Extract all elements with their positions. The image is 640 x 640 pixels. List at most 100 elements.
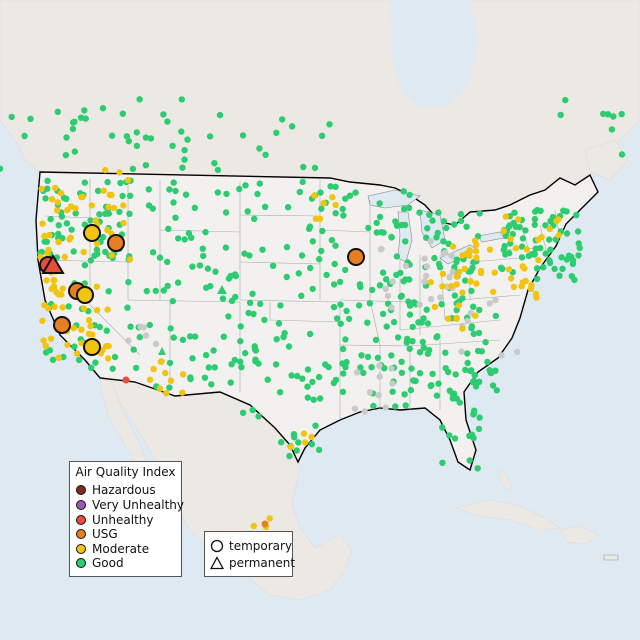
puerto-rico — [603, 554, 619, 561]
monitor-dot — [533, 275, 541, 283]
monitor-dot — [42, 342, 49, 349]
monitor-dot — [427, 295, 435, 303]
monitor-dot — [262, 151, 269, 158]
monitor-dot — [373, 219, 380, 227]
monitor-dot — [525, 252, 533, 259]
monitor-dot — [69, 119, 77, 126]
monitor-dot — [449, 243, 457, 250]
monitor-dot — [563, 208, 570, 215]
monitor-dot — [389, 278, 396, 285]
monitor-dot — [88, 364, 95, 371]
monitor-dot — [63, 134, 70, 141]
monitor-dot — [478, 348, 485, 355]
monitor-dot — [202, 228, 209, 236]
monitor-dot — [165, 225, 172, 232]
monitor-dot — [68, 226, 75, 233]
monitor-dot — [511, 209, 518, 216]
monitor-dot — [80, 248, 87, 256]
monitor-dot — [423, 234, 430, 241]
monitor-dot — [518, 254, 526, 261]
monitor-dot — [284, 204, 292, 211]
monitor-dot — [402, 402, 409, 409]
monitor-dot — [332, 210, 339, 217]
monitor-dot — [246, 299, 254, 306]
monitor-dot — [416, 209, 423, 216]
monitor-dot — [304, 383, 311, 390]
monitor-dot — [498, 352, 505, 359]
monitor-dot — [70, 248, 77, 255]
monitor-dot — [105, 288, 112, 295]
site-usg-ca-coast — [53, 316, 71, 334]
monitor-dot — [516, 224, 523, 231]
monitor-dot — [125, 279, 132, 286]
monitor-dot — [446, 432, 453, 439]
monitor-dot — [318, 132, 326, 139]
monitor-dot — [406, 302, 414, 309]
monitor-dot — [476, 414, 483, 421]
monitor-dot — [439, 424, 446, 431]
monitor-dot — [124, 304, 131, 311]
monitor-dot — [441, 249, 449, 256]
monitor-dot — [78, 326, 85, 333]
monitor-dot — [466, 252, 473, 259]
monitor-dot — [408, 365, 415, 372]
monitor-dot — [164, 118, 171, 125]
monitor-dot — [169, 142, 176, 149]
monitor-dot — [394, 334, 402, 341]
monitor-dot — [466, 247, 473, 254]
monitor-dot — [486, 246, 494, 253]
monitor-dot — [388, 233, 395, 241]
monitor-dot — [214, 166, 222, 174]
monitor-dot — [249, 290, 256, 297]
monitor-dot — [299, 178, 306, 186]
monitor-dot — [507, 235, 514, 242]
monitor-dot — [471, 407, 478, 414]
monitor-dot — [184, 136, 191, 143]
monitor-dot — [51, 285, 58, 292]
monitor-dot — [332, 183, 339, 190]
monitor-dot — [455, 302, 462, 309]
monitor-dot — [452, 371, 459, 378]
monitor-dot — [81, 107, 88, 114]
monitor-dot — [181, 236, 188, 243]
monitor-dot — [458, 348, 465, 355]
monitor-dot — [420, 315, 427, 322]
monitor-dot — [125, 337, 132, 344]
monitor-dot — [250, 522, 257, 530]
monitor-dot — [490, 288, 497, 295]
monitor-dot — [174, 279, 182, 286]
monitor-dot — [502, 251, 509, 258]
monitor-dot — [473, 280, 480, 287]
monitor-dot — [58, 291, 65, 298]
monitor-dot — [236, 185, 243, 193]
monitor-dot — [534, 206, 541, 214]
monitor-dot — [166, 186, 173, 193]
monitor-dot — [491, 269, 498, 276]
monitor-dot — [298, 252, 306, 259]
monitor-dot — [322, 361, 329, 368]
monitor-dot — [470, 330, 477, 338]
monitor-dot — [164, 282, 171, 290]
monitor-dot — [401, 205, 408, 212]
monitor-dot — [100, 187, 107, 194]
monitor-dot — [357, 283, 364, 291]
monitor-dot — [448, 252, 455, 259]
monitor-dot — [431, 254, 438, 262]
monitor-dot — [178, 128, 185, 135]
monitor-dot — [142, 332, 150, 339]
monitor-dot — [333, 315, 341, 322]
monitor-dot — [140, 324, 147, 331]
site-usg-iowa — [347, 248, 365, 266]
monitor-dot — [187, 374, 194, 381]
monitor-dot — [312, 422, 319, 429]
monitor-dot — [132, 364, 140, 372]
monitor-dot — [55, 230, 62, 238]
monitor-dot — [424, 320, 432, 327]
monitor-dot — [272, 361, 280, 368]
monitor-dot — [59, 304, 66, 311]
monitor-dot — [106, 191, 114, 199]
monitor-dot — [419, 338, 426, 346]
monitor-dot — [109, 365, 116, 372]
monitor-dot — [39, 220, 46, 227]
monitor-dot — [231, 356, 238, 364]
